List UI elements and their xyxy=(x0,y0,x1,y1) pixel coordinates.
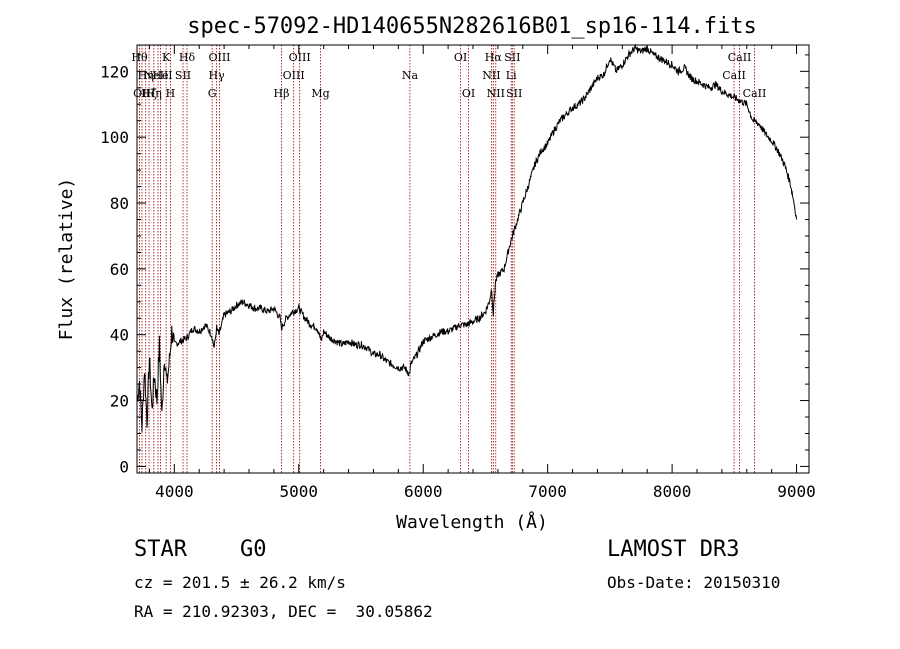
line-label-18: Na xyxy=(402,69,419,82)
line-label-23: NII xyxy=(487,87,505,100)
x-tick-label-5: 9000 xyxy=(777,482,816,501)
spectral-line-markers xyxy=(139,45,755,473)
line-label-8: H xyxy=(166,87,176,100)
line-label-3: Hζ xyxy=(141,87,157,100)
line-label-4: Hη xyxy=(146,87,162,100)
line-label-6: He xyxy=(152,69,168,82)
spectrum-line xyxy=(136,43,798,432)
line-label-19: OI xyxy=(454,51,467,64)
x-tick-label-1: 5000 xyxy=(280,482,319,501)
line-label-29: CaII xyxy=(743,87,767,100)
line-label-27: CaII xyxy=(722,69,746,82)
line-label-1: OII xyxy=(133,87,151,100)
line-label-12: Hγ xyxy=(209,69,226,82)
line-label-7: K xyxy=(162,51,171,64)
line-label-17: Mg xyxy=(311,87,329,100)
line-label-2: Hη xyxy=(138,69,154,82)
line-label-13: OIII xyxy=(208,51,230,64)
y-axis-label: Flux (relative) xyxy=(56,178,77,341)
line-label-21: NII xyxy=(482,69,500,82)
line-label-26: SII xyxy=(506,87,522,100)
y-tick-label-5: 100 xyxy=(100,128,129,147)
x-tick-label-3: 7000 xyxy=(528,482,567,501)
x-axis: 4000 5000 6000 7000 8000 9000 xyxy=(148,45,816,501)
class-label: STAR xyxy=(134,537,187,562)
y-tick-label-3: 60 xyxy=(110,260,129,279)
subclass-label: G0 xyxy=(240,537,267,562)
y-tick-label-4: 80 xyxy=(110,194,129,213)
line-label-16: OIII xyxy=(289,51,311,64)
y-tick-label-6: 120 xyxy=(100,62,129,81)
axes-frame xyxy=(136,44,810,474)
obs-date-text: Obs-Date: 20150310 xyxy=(607,573,781,592)
line-label-10: Hδ xyxy=(179,51,196,64)
y-tick-label-1: 20 xyxy=(110,392,129,411)
line-label-28: CaII xyxy=(728,51,752,64)
survey-label: LAMOST DR3 xyxy=(607,537,740,562)
line-label-11: G xyxy=(208,87,217,100)
redshift-text: cz = 201.5 ± 26.2 km/s xyxy=(134,573,346,592)
x-tick-label-4: 8000 xyxy=(653,482,692,501)
line-label-20: OI xyxy=(462,87,475,100)
x-axis-label: Wavelength (Å) xyxy=(396,511,548,533)
x-tick-label-0: 4000 xyxy=(155,482,194,501)
y-axis: 0 20 40 60 80 100 120 xyxy=(100,54,809,476)
line-label-15: OIII xyxy=(283,69,305,82)
x-tick-label-2: 6000 xyxy=(404,482,443,501)
line-label-9: SII xyxy=(175,69,191,82)
line-label-0: Hθ xyxy=(131,51,148,64)
line-label-22: Hα xyxy=(485,51,503,64)
chart-title: spec-57092-HD140655N282616B01_sp16-114.f… xyxy=(187,14,757,39)
line-label-14: Hβ xyxy=(274,87,290,100)
y-tick-label-2: 40 xyxy=(110,326,129,345)
coordinates-text: RA = 210.92303, DEC = 30.05862 xyxy=(134,602,433,621)
line-label-5: NeIII xyxy=(143,69,172,82)
spectral-line-labels: HθOIIHηHζHηNeIIIHeKHSIIHδGHγOIIIHβOIIIOI… xyxy=(131,51,766,100)
line-label-24: Li xyxy=(506,69,517,82)
y-tick-label-0: 0 xyxy=(119,457,129,476)
line-label-25: SII xyxy=(504,51,520,64)
